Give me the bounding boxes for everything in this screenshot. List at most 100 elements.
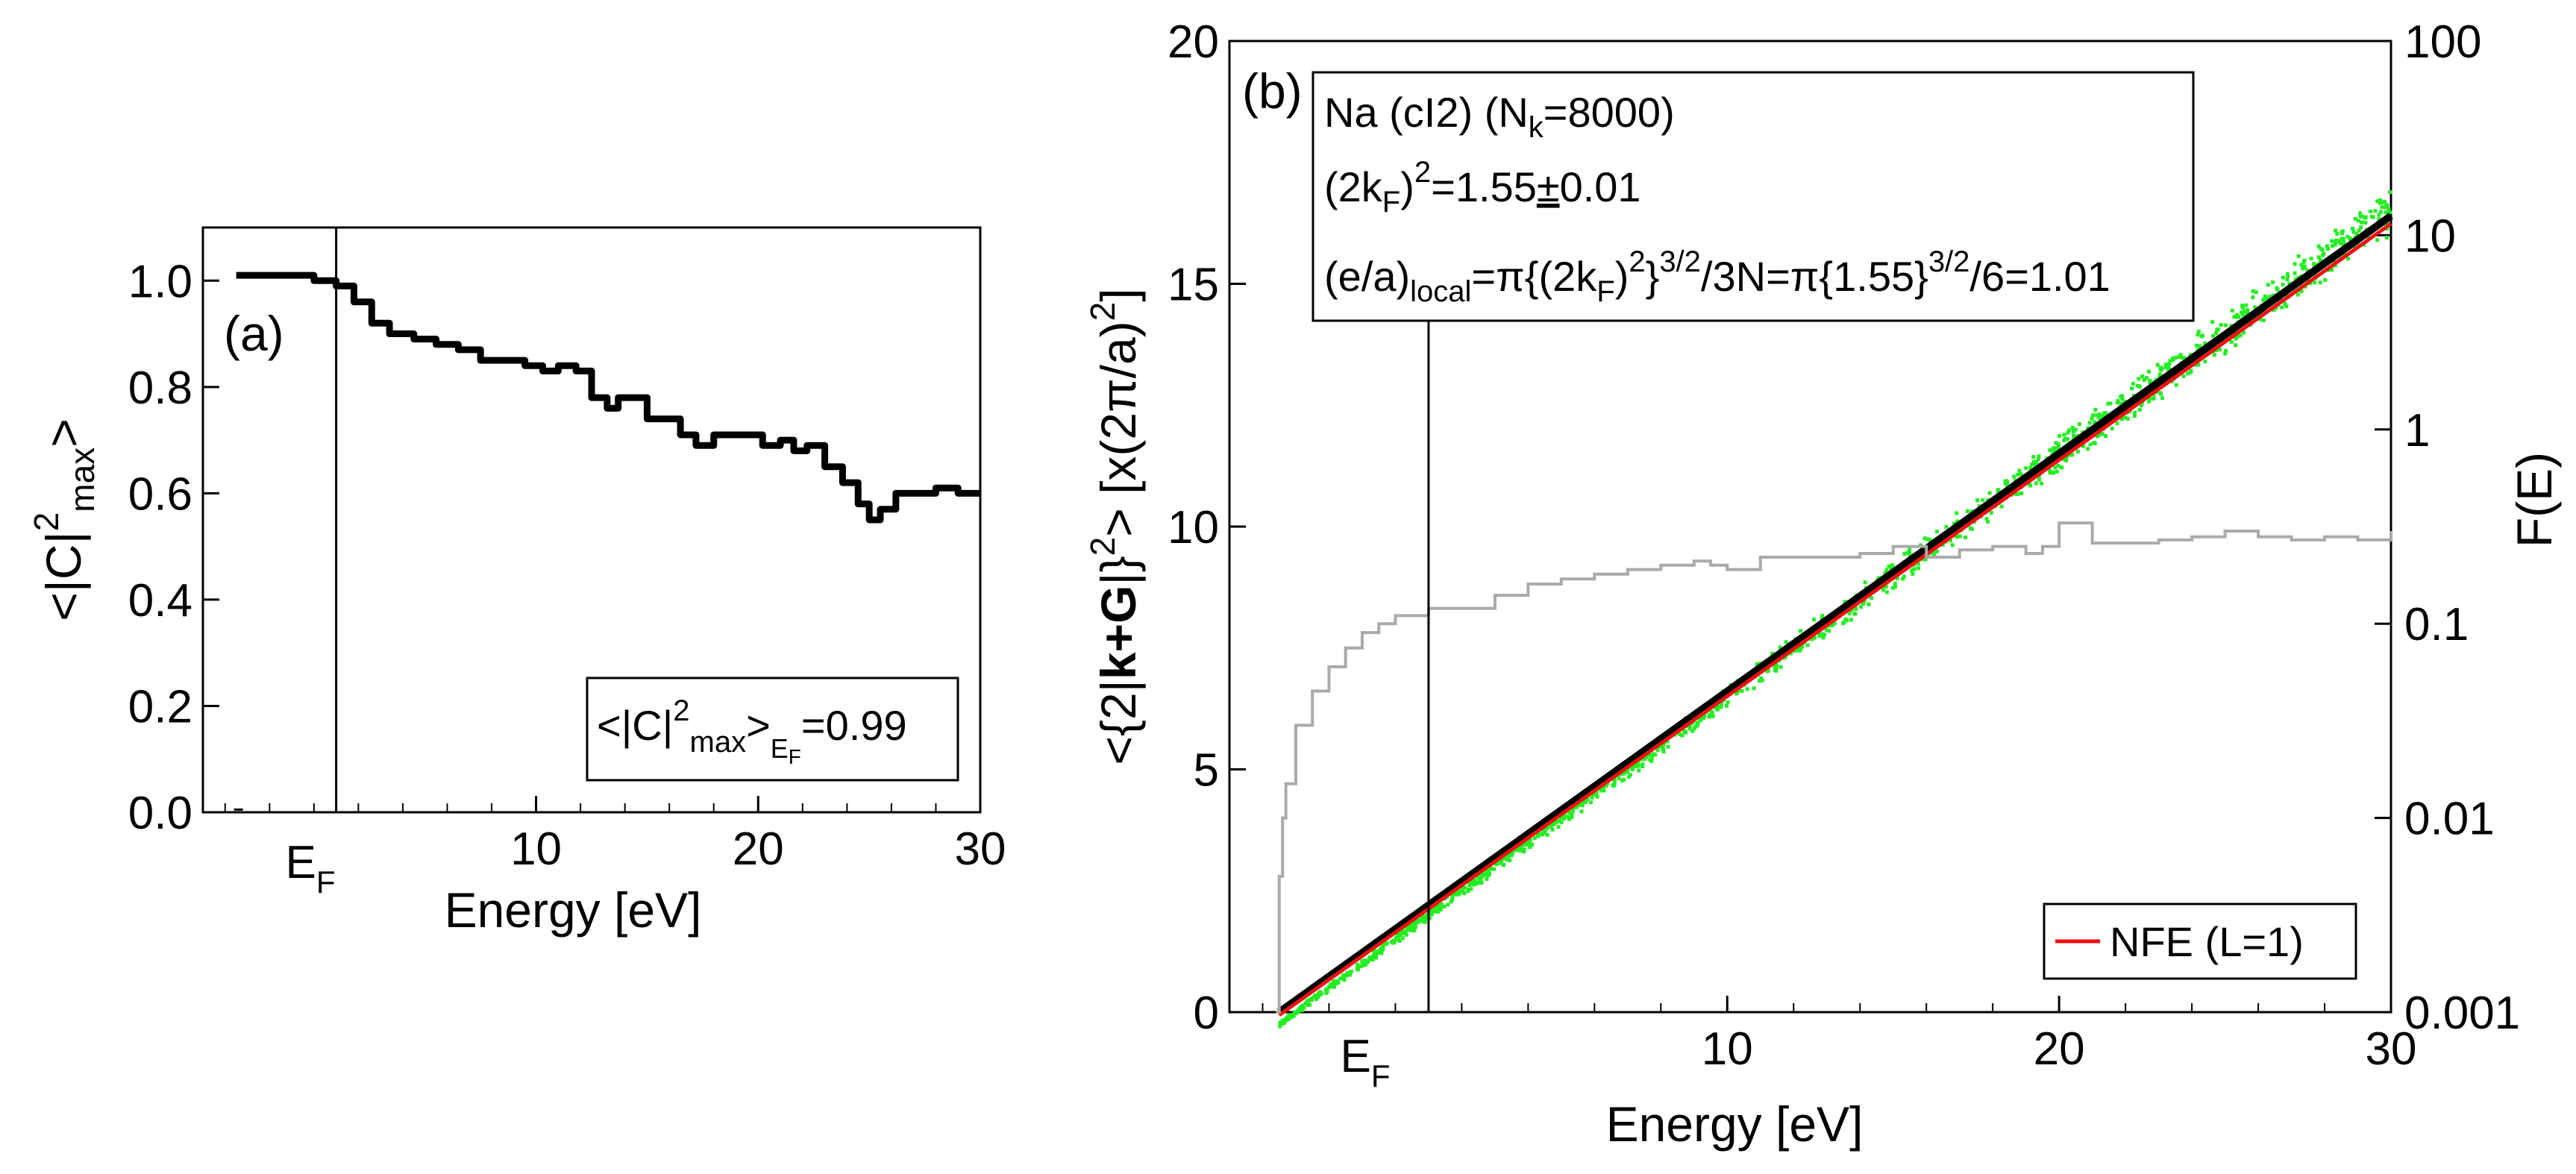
scatter-point [2062,433,2066,437]
scatter-point [2246,311,2250,316]
scatter-point [1476,875,1480,879]
scatter-point [2139,403,2143,407]
scatter-point [1505,857,1509,861]
scatter-point [2251,289,2255,293]
scatter-point [2305,269,2310,273]
scatter-point [2377,217,2381,222]
scatter-point [2223,323,2228,327]
scatter-point [2334,228,2338,233]
scatter-point [1666,744,1670,749]
scatter-point [1634,764,1638,768]
scatter-point [1996,488,2000,492]
scatter-point [1395,934,1400,938]
scatter-point [2272,308,2276,313]
scatter-point [1508,851,1513,856]
scatter-point [2066,430,2070,435]
scatter-point [1306,1000,1310,1005]
scatter-point [2097,433,2102,437]
scatter-point [2145,376,2149,380]
scatter-point [2051,470,2055,474]
scatter-point [2071,429,2075,433]
scatter-point [1410,929,1414,933]
scatter-point [1908,547,1912,552]
scatter-point [1467,882,1472,887]
scatter-point [1345,971,1350,976]
panel-b-y2-tick-label: 100 [2404,16,2481,68]
scatter-point [1969,509,1974,514]
scatter-point [2093,407,2098,412]
scatter-point [2168,359,2172,363]
scatter-point [1927,537,1931,542]
scatter-point [2335,232,2340,236]
scatter-point [1690,729,1695,733]
scatter-point [2012,474,2016,479]
scatter-point [1479,871,1484,876]
scatter-point [2378,210,2383,214]
scatter-point [2077,422,2081,427]
scatter-point [1570,815,1574,820]
scatter-point [2063,436,2067,441]
scatter-point [1302,1005,1306,1010]
scatter-point [1849,618,1853,622]
scatter-point [2064,458,2069,462]
scatter-point [1429,908,1433,913]
scatter-point [2003,479,2008,483]
scatter-point [1757,679,1761,683]
scatter-point [1379,951,1384,955]
scatter-point [1711,714,1715,718]
scatter-point [2299,289,2304,293]
scatter-point [1989,511,1993,515]
scatter-point [1552,822,1556,826]
scatter-point [2086,426,2090,430]
scatter-point [1869,596,1873,600]
scatter-point [1574,805,1579,809]
scatter-point [2377,213,2381,217]
scatter-point [1570,812,1574,816]
scatter-point [1459,888,1464,893]
scatter-point [1567,811,1571,815]
scatter-point [2186,371,2190,376]
scatter-point [1411,922,1416,926]
scatter-point [1817,634,1822,638]
scatter-point [1389,940,1394,944]
scatter-point [1823,632,1827,637]
scatter-point [1303,1001,1308,1005]
scatter-point [1695,723,1699,728]
scatter-point [2194,343,2199,348]
scatter-point [1332,985,1336,989]
scatter-point [2351,230,2356,234]
scatter-point [1760,678,1764,682]
panel-b-x-tick-label: 30 [2366,1023,2417,1075]
scatter-point [2019,472,2023,477]
scatter-point [2062,457,2066,462]
scatter-point [2057,433,2061,438]
scatter-point [1934,530,1939,534]
panel-b-legend: NFE (L=1) [2043,903,2357,980]
scatter-point [2048,471,2052,475]
scatter-point [2320,248,2325,252]
scatter-point [2240,304,2245,308]
scatter-point [1381,944,1385,948]
scatter-point [1890,586,1895,590]
scatter-point [1595,794,1599,799]
scatter-point [2160,396,2164,401]
scatter-point [2253,305,2257,310]
scatter-point [1884,590,1889,594]
scatter-point [1884,568,1889,572]
scatter-point [1463,885,1467,890]
scatter-point [1288,1013,1293,1017]
scatter-point [2123,415,2128,420]
scatter-point [2034,481,2038,486]
panel-a-x-ticks: 10 20 30 [224,796,1006,875]
scatter-point [1511,851,1515,856]
scatter-point [1356,964,1360,968]
scatter-point [2371,215,2375,219]
scatter-point [2019,492,2023,496]
scatter-point [2369,209,2373,213]
scatter-point [1683,730,1687,735]
scatter-point [1392,939,1397,944]
scatter-point [1968,526,1972,530]
scatter-point [1680,733,1685,738]
scatter-point [1286,1014,1291,1018]
scatter-point [2040,481,2044,486]
